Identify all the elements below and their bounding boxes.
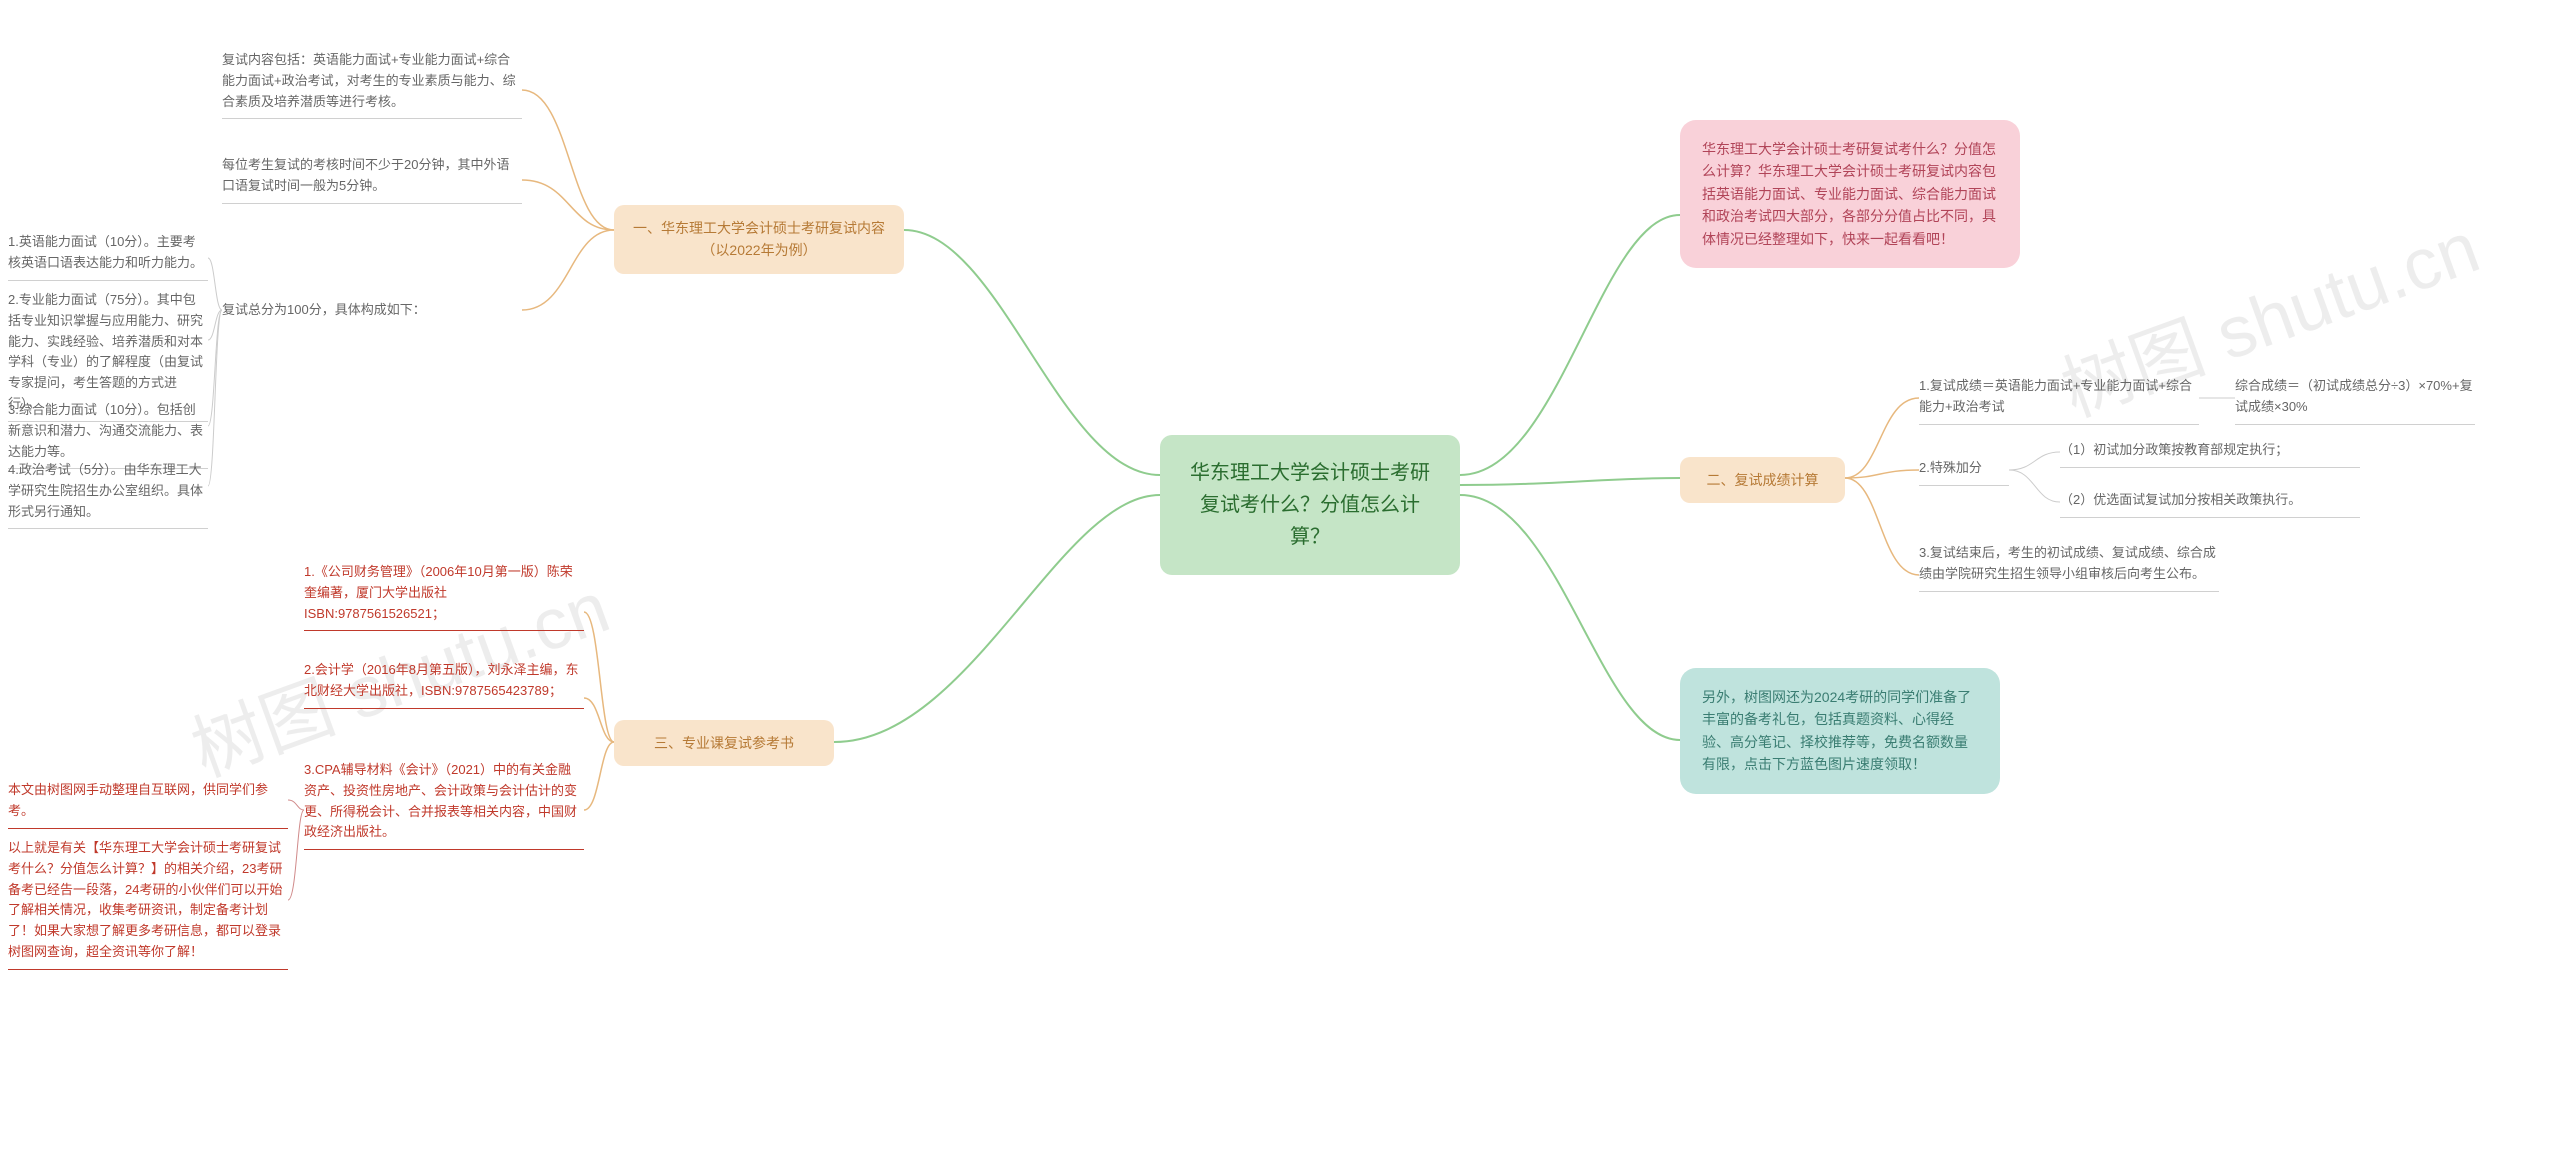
section2-item-c: 3.复试结束后，考生的初试成绩、复试成绩、综合成绩由学院研究生招生领导小组审核后… — [1919, 543, 2219, 592]
section2-item-b2: （2）优选面试复试加分按相关政策执行。 — [2060, 490, 2360, 518]
section3-item-c: 3.CPA辅导材料《会计》（2021）中的有关金融资产、投资性房地产、会计政策与… — [304, 760, 584, 850]
section1-node: 一、华东理工大学会计硕士考研复试内容（以2022年为例） — [614, 205, 904, 274]
section1-item-c3: 3.综合能力面试（10分）。包括创新意识和潜力、沟通交流能力、表达能力等。 — [8, 400, 208, 469]
section2-item-a: 1.复试成绩＝英语能力面试+专业能力面试+综合能力+政治考试 — [1919, 376, 2199, 425]
section3-node: 三、专业课复试参考书 — [614, 720, 834, 766]
section3-item-c2: 以上就是有关【华东理工大学会计硕士考研复试考什么？分值怎么计算？】的相关介绍，2… — [8, 838, 288, 970]
section1-item-c: 复试总分为100分，具体构成如下： — [222, 300, 522, 327]
section2-node: 二、复试成绩计算 — [1680, 457, 1845, 503]
section1-item-a: 复试内容包括：英语能力面试+专业能力面试+综合能力面试+政治考试，对考生的专业素… — [222, 50, 522, 119]
section3-item-a: 1.《公司财务管理》（2006年10月第一版）陈荣奎编著，厦门大学出版社ISBN… — [304, 562, 584, 631]
center-node: 华东理工大学会计硕士考研复试考什么？分值怎么计算？ — [1160, 435, 1460, 575]
section2-item-b: 2.特殊加分 — [1919, 458, 2009, 486]
section2-item-b1: （1）初试加分政策按教育部规定执行； — [2060, 440, 2360, 468]
intro-node: 华东理工大学会计硕士考研复试考什么？分值怎么计算？华东理工大学会计硕士考研复试内… — [1680, 120, 2020, 268]
section1-item-b: 每位考生复试的考核时间不少于20分钟，其中外语口语复试时间一般为5分钟。 — [222, 155, 522, 204]
section3-item-c1: 本文由树图网手动整理自互联网，供同学们参考。 — [8, 780, 288, 829]
outro-node: 另外，树图网还为2024考研的同学们准备了丰富的备考礼包，包括真题资料、心得经验… — [1680, 668, 2000, 794]
section3-item-b: 2.会计学（2016年8月第五版），刘永泽主编，东北财经大学出版社，ISBN:9… — [304, 660, 584, 709]
section2-item-a1: 综合成绩＝（初试成绩总分÷3）×70%+复试成绩×30% — [2235, 376, 2475, 425]
section1-item-c1: 1.英语能力面试（10分）。主要考核英语口语表达能力和听力能力。 — [8, 232, 208, 281]
section1-item-c4: 4.政治考试（5分）。由华东理工大学研究生院招生办公室组织。具体形式另行通知。 — [8, 460, 208, 529]
